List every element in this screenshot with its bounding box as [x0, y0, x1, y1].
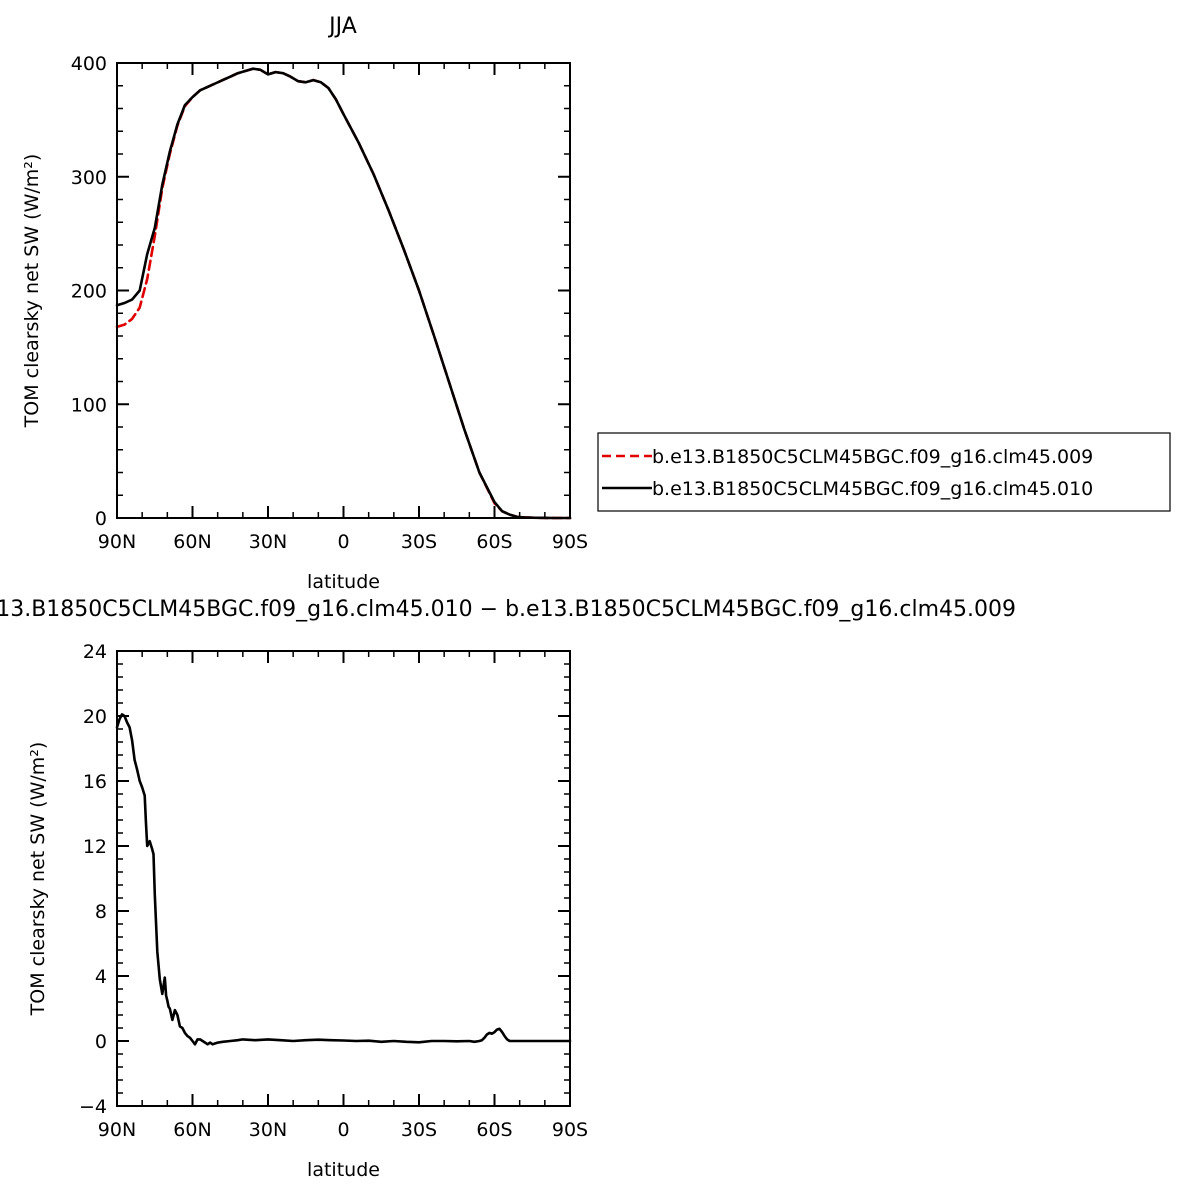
- panel-title: b.e13.B1850C5CLM45BGC.f09_g16.clm45.010 …: [0, 597, 1016, 622]
- y-tick-label: 16: [83, 771, 107, 793]
- y-tick-label: 0: [95, 508, 107, 530]
- y-tick-label: 100: [71, 394, 107, 416]
- y-tick-label: 4: [95, 966, 107, 988]
- top-panel-jja: JJA 90N 60N 30N 0 30S 60S 90S 0 100 200 300 400 latit…: [21, 14, 588, 593]
- x-tick-label: 60N: [173, 1119, 211, 1141]
- series-line-2: [115, 67, 572, 520]
- legend: b.e13.B1850C5CLM45BGC.f09_g16.clm45.009 …: [597, 432, 1171, 512]
- x-tick-label: 60N: [173, 531, 211, 553]
- y-axis-label: TOM clearsky net SW (W/m²): [27, 742, 49, 1017]
- x-tick-label: 30N: [249, 1119, 287, 1141]
- x-tick-label: 30S: [401, 1119, 437, 1141]
- legend-label-series-1: b.e13.B1850C5CLM45BGC.f09_g16.clm45.009: [652, 446, 1093, 468]
- x-axis-label: latitude: [307, 571, 380, 593]
- series-line-1: [115, 67, 572, 520]
- y-tick-label: −4: [79, 1096, 107, 1118]
- x-tick-label: 30N: [249, 531, 287, 553]
- y-tick-label: 200: [71, 281, 107, 303]
- panel-title: JJA: [327, 14, 357, 39]
- y-tick-label: 8: [95, 901, 107, 923]
- legend-box: [597, 432, 1171, 512]
- x-tick-label: 90N: [98, 531, 136, 553]
- x-tick-label: 90N: [98, 1119, 136, 1141]
- plot-frame: [116, 650, 571, 1107]
- x-tick-label: 30S: [401, 531, 437, 553]
- legend-label-series-2: b.e13.B1850C5CLM45BGC.f09_g16.clm45.010: [652, 478, 1093, 500]
- x-tick-label: 90S: [552, 1119, 588, 1141]
- x-tick-label: 0: [337, 531, 349, 553]
- bottom-panel-difference: b.e13.B1850C5CLM45BGC.f09_g16.clm45.010 …: [0, 597, 1016, 1181]
- x-tick-label: 90S: [552, 531, 588, 553]
- y-tick-label: 24: [83, 641, 107, 663]
- x-tick-label: 0: [337, 1119, 349, 1141]
- y-tick-label: 0: [95, 1031, 107, 1053]
- y-tick-label: 12: [83, 836, 107, 858]
- y-tick-label: 400: [71, 53, 107, 75]
- x-axis-label: latitude: [307, 1159, 380, 1181]
- x-tick-label: 60S: [476, 531, 512, 553]
- y-tick-label: 300: [71, 167, 107, 189]
- plot-frame: [116, 62, 571, 519]
- series-line-1: [115, 713, 572, 1046]
- y-axis-label: TOM clearsky net SW (W/m²): [21, 154, 43, 429]
- x-tick-label: 60S: [476, 1119, 512, 1141]
- y-tick-label: 20: [83, 706, 107, 728]
